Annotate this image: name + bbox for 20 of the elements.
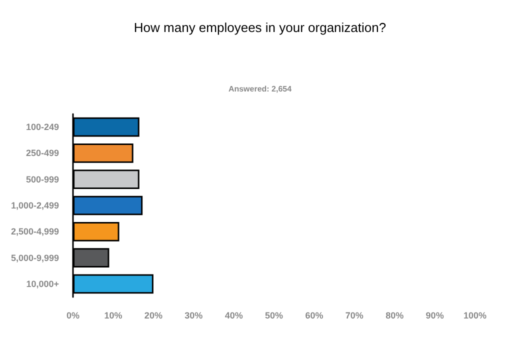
x-tick-label: 50% [265, 310, 284, 320]
x-tick-label: 100% [463, 310, 487, 320]
y-tick-label: 100-249 [26, 122, 60, 132]
x-tick-label: 10% [104, 310, 122, 320]
chart-title: How many employees in your organization? [134, 20, 386, 35]
y-tick-label: 10,000+ [26, 278, 60, 289]
chart-subtitle: Answered: 2,654 [228, 84, 292, 94]
x-tick-label: 90% [426, 310, 444, 320]
x-tick-label: 70% [345, 310, 364, 320]
y-tick-label: 250-499 [26, 148, 60, 158]
x-tick-label: 60% [305, 310, 324, 320]
x-tick-label: 0% [66, 310, 80, 320]
x-tick-label: 80% [386, 310, 404, 320]
x-tick-label: 40% [224, 310, 243, 320]
y-tick-label: 500-999 [26, 174, 60, 184]
y-tick-label: 2,500-4,999 [10, 226, 60, 237]
x-tick-label: 30% [184, 310, 203, 320]
x-tick-label: 20% [144, 310, 162, 320]
y-tick-label: 1,000-2,499 [10, 200, 60, 210]
y-tick-label: 5,000-9,999 [10, 252, 60, 263]
